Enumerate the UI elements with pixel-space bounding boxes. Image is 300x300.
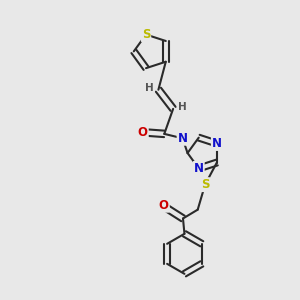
- Text: N: N: [194, 162, 204, 175]
- Text: N: N: [178, 132, 188, 145]
- Text: S: S: [142, 28, 150, 41]
- Text: O: O: [138, 126, 148, 139]
- Text: N: N: [212, 137, 222, 150]
- Text: H: H: [145, 83, 154, 93]
- Text: H: H: [178, 102, 186, 112]
- Text: S: S: [201, 178, 209, 191]
- Text: O: O: [159, 199, 169, 212]
